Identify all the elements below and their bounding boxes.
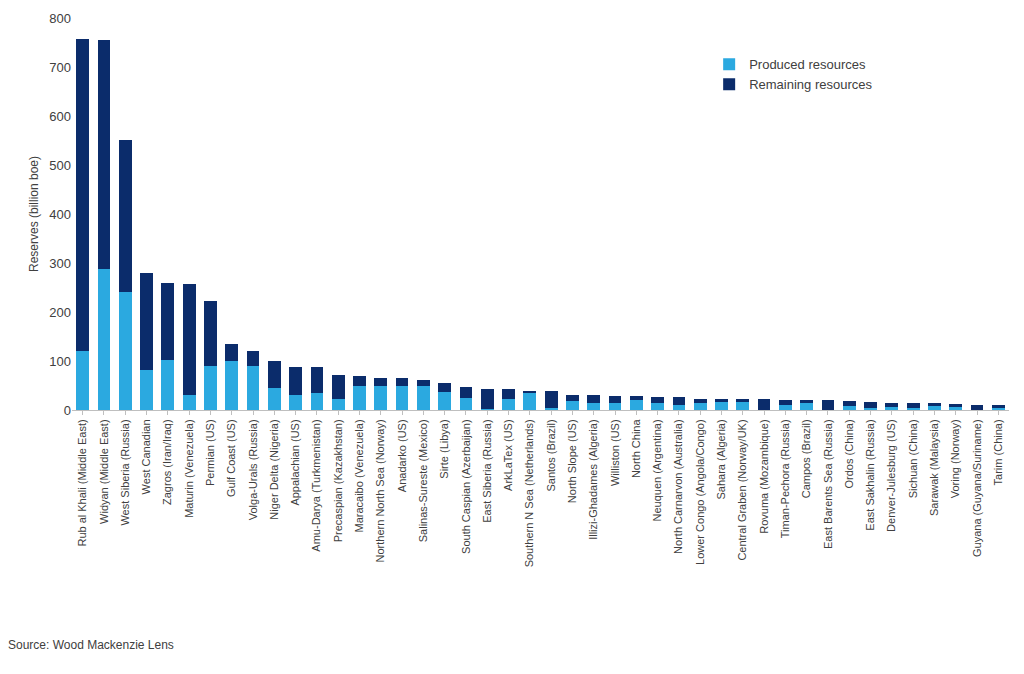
svg-text:East Siberia (Russia): East Siberia (Russia) [481, 419, 493, 522]
svg-text:Rovuma (Mozambique): Rovuma (Mozambique) [758, 419, 770, 533]
svg-text:Southern N Sea (Netherlands): Southern N Sea (Netherlands) [523, 419, 535, 567]
svg-text:0: 0 [64, 403, 71, 418]
svg-text:South Caspian (Azerbaijan): South Caspian (Azerbaijan) [460, 419, 472, 554]
svg-text:Lower Congo (Angola/Congo): Lower Congo (Angola/Congo) [694, 419, 706, 565]
svg-text:North China: North China [630, 419, 642, 479]
svg-text:Campos (Brazil): Campos (Brazil) [800, 419, 812, 498]
svg-text:Appalachian (US): Appalachian (US) [289, 419, 301, 505]
svg-text:Neuquen (Argentina): Neuquen (Argentina) [651, 419, 663, 521]
svg-text:Reserves (billion boe): Reserves (billion boe) [27, 156, 41, 272]
svg-text:ArkLaTex (US): ArkLaTex (US) [502, 419, 514, 491]
svg-text:Niger Delta (Nigeria): Niger Delta (Nigeria) [268, 419, 280, 519]
svg-text:700: 700 [49, 60, 71, 75]
svg-text:Source: Wood Mackenzie Lens: Source: Wood Mackenzie Lens [8, 638, 174, 652]
svg-text:Denver-Julesburg (US): Denver-Julesburg (US) [885, 419, 897, 531]
svg-text:Maturin (Venezuela): Maturin (Venezuela) [183, 419, 195, 517]
svg-text:Sichuan (China): Sichuan (China) [907, 419, 919, 498]
svg-text:Timan-Pechora (Russia): Timan-Pechora (Russia) [779, 419, 791, 538]
svg-text:Produced resources: Produced resources [749, 57, 866, 72]
svg-text:800: 800 [49, 11, 71, 26]
svg-text:Remaining resources: Remaining resources [749, 77, 872, 92]
svg-text:North Carnarvon (Australia): North Carnarvon (Australia) [672, 419, 684, 554]
svg-text:Salinas-Sureste (Mexico): Salinas-Sureste (Mexico) [417, 419, 429, 542]
svg-text:Voring (Norway): Voring (Norway) [949, 419, 961, 498]
svg-text:500: 500 [49, 158, 71, 173]
svg-text:Sarawak (Malaysia): Sarawak (Malaysia) [928, 419, 940, 516]
svg-text:Anadarko (US): Anadarko (US) [396, 419, 408, 492]
svg-text:Permian (US): Permian (US) [204, 419, 216, 486]
svg-text:Amu-Darya (Turkmenistan): Amu-Darya (Turkmenistan) [310, 419, 322, 551]
svg-text:600: 600 [49, 109, 71, 124]
svg-text:Santos (Brazil): Santos (Brazil) [545, 419, 557, 491]
svg-text:West Canadian: West Canadian [140, 419, 152, 494]
svg-text:Central Graben (Norway/UK): Central Graben (Norway/UK) [736, 419, 748, 560]
svg-text:Volga-Urals (Russia): Volga-Urals (Russia) [247, 419, 259, 520]
svg-text:100: 100 [49, 354, 71, 369]
svg-text:Maracaibo (Venezuela): Maracaibo (Venezuela) [353, 419, 365, 532]
svg-text:Sirte (Libya): Sirte (Libya) [438, 419, 450, 478]
svg-text:Zagros (Iran/Iraq): Zagros (Iran/Iraq) [161, 419, 173, 505]
svg-text:North Slope (US): North Slope (US) [566, 419, 578, 503]
svg-text:Rub al Khali (Middle East): Rub al Khali (Middle East) [76, 419, 88, 546]
svg-text:Tarim (China): Tarim (China) [992, 419, 1004, 485]
svg-text:Precaspian (Kazakhstan): Precaspian (Kazakhstan) [332, 419, 344, 542]
svg-text:East Barents Sea (Russia): East Barents Sea (Russia) [822, 419, 834, 549]
svg-text:East Sakhalin (Russia): East Sakhalin (Russia) [864, 419, 876, 530]
svg-text:Ordos (China): Ordos (China) [843, 419, 855, 488]
svg-text:Guyana (Guyana/Suriname): Guyana (Guyana/Suriname) [971, 419, 983, 557]
svg-text:West Siberia (Russia): West Siberia (Russia) [119, 419, 131, 525]
svg-text:Illizi-Ghadames (Algeria): Illizi-Ghadames (Algeria) [587, 419, 599, 539]
svg-text:Northern North Sea (Norway): Northern North Sea (Norway) [374, 419, 386, 562]
svg-text:Widyan (Middle East): Widyan (Middle East) [98, 419, 110, 524]
svg-text:Williston (US): Williston (US) [609, 419, 621, 486]
svg-text:Gulf Coast (US): Gulf Coast (US) [225, 419, 237, 497]
svg-text:400: 400 [49, 207, 71, 222]
svg-text:200: 200 [49, 305, 71, 320]
svg-text:300: 300 [49, 256, 71, 271]
svg-text:Sahara (Algeria): Sahara (Algeria) [715, 419, 727, 499]
